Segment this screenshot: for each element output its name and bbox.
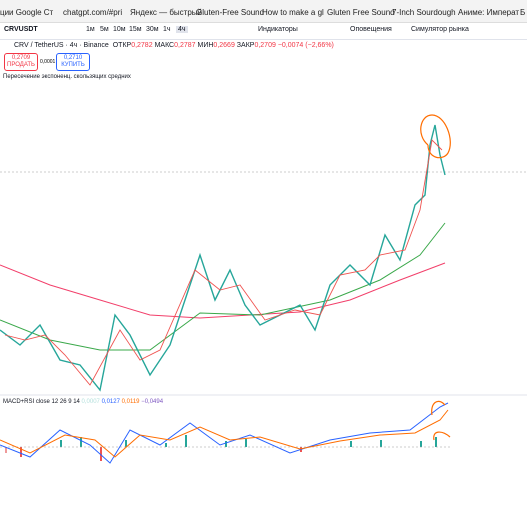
- sell-label: ПРОДАТЬ: [7, 62, 35, 68]
- interval[interactable]: 15м: [129, 26, 142, 33]
- legend-title: CRV / TetherUS · 4ч · Binance: [14, 42, 109, 49]
- legend-value: 0,2782: [131, 42, 153, 49]
- bookmark[interactable]: Аниме: Императ: [458, 8, 520, 17]
- sell-price: 0,2709: [11, 55, 31, 61]
- ema-slow: [0, 262, 446, 319]
- bookmark[interactable]: How to make a gl: [262, 8, 324, 17]
- simulator-button[interactable]: Симулятор рынка: [411, 26, 469, 33]
- bookmark[interactable]: Б: [520, 8, 526, 17]
- macd-value: 0,0119: [121, 399, 140, 405]
- bookmark[interactable]: chatgpt.com/#pri: [63, 8, 123, 17]
- indicator-label: Пересечение экспоненц. скользящих средни…: [3, 74, 131, 80]
- legend-change: −0,0074 (−2,66%): [277, 42, 334, 49]
- macd-value: 0,0127: [101, 399, 120, 405]
- macd-histogram: [5, 435, 437, 461]
- legend-value: 0,2709: [254, 42, 276, 49]
- macd-value: −0,0494: [141, 399, 164, 405]
- bookmark[interactable]: Gluten-Free Sound: [196, 8, 265, 17]
- chart-area: [0, 114, 527, 464]
- price-candles: [0, 124, 446, 392]
- legend-label: МАКС: [154, 42, 175, 49]
- legend-value: 0,2787: [174, 42, 196, 49]
- interval[interactable]: 30м: [146, 26, 159, 33]
- symbol[interactable]: CRVUSDT: [4, 26, 38, 33]
- interval[interactable]: 1м: [86, 26, 95, 33]
- bookmark[interactable]: ции Google Ст: [0, 8, 54, 17]
- interval[interactable]: 10м: [113, 26, 126, 33]
- bookmark[interactable]: 7-Inch Sourdough: [392, 8, 456, 17]
- buy-price: 0,2710: [63, 55, 83, 61]
- annotation: [431, 400, 451, 441]
- legend-label: ЗАКР: [236, 42, 255, 49]
- interval[interactable]: 1ч: [163, 26, 171, 33]
- macd-value: 0,0007: [81, 399, 100, 405]
- price-candles-down: [4, 139, 443, 386]
- ema-fast: [0, 222, 446, 351]
- bookmarks-bar: ции Google Ст chatgpt.com/#pri Яндекс — …: [0, 0, 527, 23]
- buy-label: КУПИТЬ: [61, 62, 85, 68]
- legend: CRV / TetherUS · 4ч · Binance ОТКР0,2782…: [14, 42, 334, 49]
- alerts-button[interactable]: Оповещения: [350, 26, 392, 33]
- interval[interactable]: 5м: [100, 26, 109, 33]
- macd-title: MACD+RSI close 12 26 9 14: [3, 399, 80, 405]
- legend-label: МИН: [197, 42, 214, 49]
- signal-line: [0, 409, 449, 458]
- macd-legend: MACD+RSI close 12 26 9 14 0,0007 0,0127 …: [3, 399, 163, 405]
- toolbar: CRVUSDT 1м 5м 10м 15м 30м 1ч 4ч Индикато…: [0, 22, 527, 40]
- indicators-button[interactable]: Индикаторы: [258, 26, 298, 33]
- buy-button[interactable]: 0,2710 КУПИТЬ: [56, 53, 90, 71]
- sell-button[interactable]: 0,2709 ПРОДАТЬ: [4, 53, 38, 71]
- spread: 0,0001: [40, 59, 56, 65]
- legend-value: 0,2669: [213, 42, 235, 49]
- interval[interactable]: 4ч: [176, 26, 188, 33]
- macd-line: [0, 402, 449, 464]
- legend-label: ОТКР: [112, 42, 132, 49]
- annotation: [420, 114, 451, 159]
- bookmark[interactable]: Gluten Free Sound: [327, 8, 395, 17]
- bookmark[interactable]: Яндекс — быстрый: [130, 8, 203, 17]
